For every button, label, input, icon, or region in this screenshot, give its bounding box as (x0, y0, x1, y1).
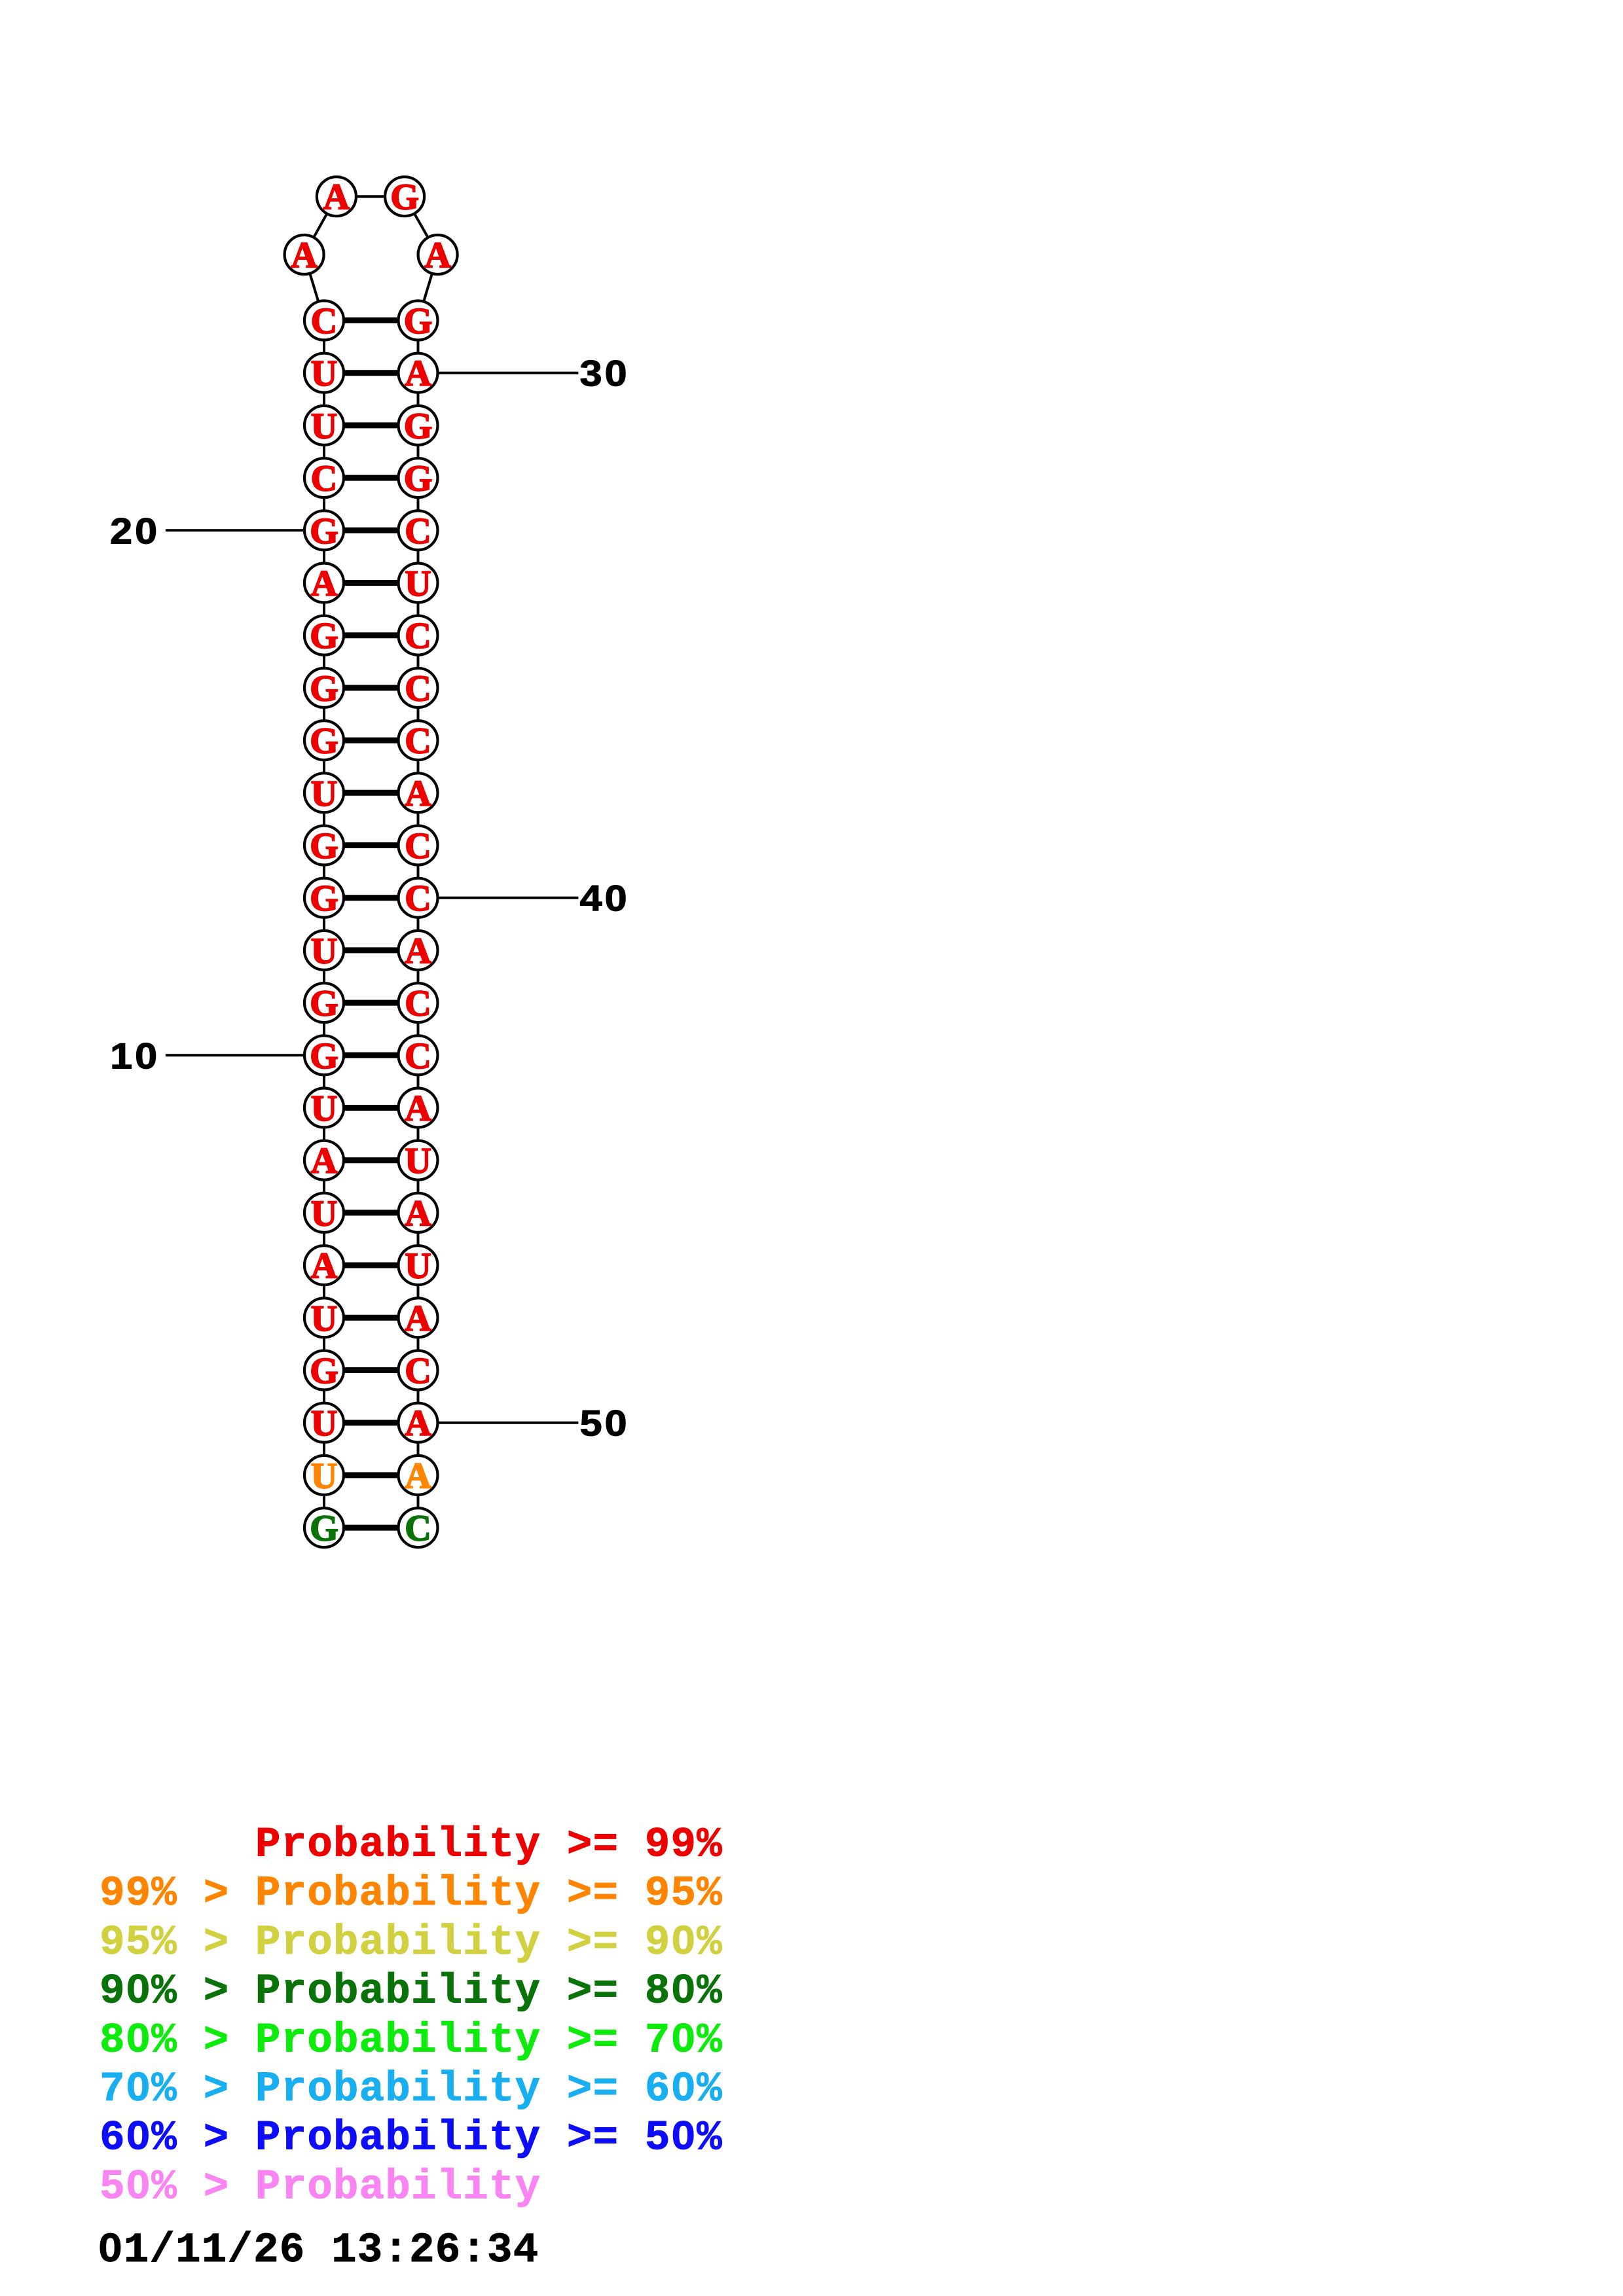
svg-text:50: 50 (580, 1403, 630, 1444)
svg-text:A: A (311, 1141, 338, 1181)
svg-text:U: U (311, 1193, 337, 1234)
svg-text:G: G (310, 668, 338, 709)
svg-text:C: C (311, 301, 337, 342)
svg-text:G: G (310, 1351, 338, 1391)
svg-text:60% > Probability >= 50%: 60% > Probability >= 50% (100, 2115, 723, 2162)
svg-text:40: 40 (580, 878, 630, 919)
svg-text:A: A (405, 1456, 431, 1496)
svg-text:U: U (405, 564, 431, 604)
svg-text:U: U (405, 1141, 431, 1181)
svg-text:U: U (311, 774, 337, 814)
svg-text:U: U (311, 1088, 337, 1129)
svg-text:G: G (404, 301, 433, 342)
svg-text:A: A (405, 931, 431, 971)
svg-text:G: G (310, 1036, 338, 1077)
svg-text:99% > Probability >= 95%: 99% > Probability >= 95% (100, 1871, 723, 1918)
svg-text:10: 10 (110, 1036, 160, 1077)
svg-text:95% > Probability >= 90%: 95% > Probability >= 90% (100, 1920, 723, 1967)
svg-text:U: U (311, 1299, 337, 1339)
svg-text:U: U (311, 406, 337, 446)
svg-text:01/11/26 13:26:34: 01/11/26 13:26:34 (98, 2227, 539, 2274)
svg-text:70% > Probability >= 60%: 70% > Probability >= 60% (100, 2066, 723, 2113)
svg-text:G: G (310, 826, 338, 867)
svg-text:U: U (311, 1403, 337, 1444)
svg-text:G: G (310, 878, 338, 919)
svg-text:G: G (310, 1509, 338, 1549)
svg-text:A: A (311, 1246, 338, 1287)
svg-text:C: C (405, 511, 431, 552)
svg-text:C: C (405, 1351, 431, 1391)
svg-text:G: G (310, 511, 338, 552)
svg-text:C: C (405, 984, 431, 1024)
svg-text:G: G (404, 406, 433, 446)
svg-text:50% > Probability: 50% > Probability (100, 2164, 541, 2211)
svg-text:20: 20 (110, 511, 160, 552)
svg-text:G: G (390, 177, 419, 218)
svg-text:G: G (310, 721, 338, 762)
svg-text:U: U (405, 1246, 431, 1287)
svg-text:C: C (405, 616, 431, 656)
svg-text:C: C (405, 826, 431, 867)
svg-text:80% > Probability >= 70%: 80% > Probability >= 70% (100, 2017, 723, 2064)
svg-text:A: A (323, 177, 350, 218)
svg-text:C: C (405, 1509, 431, 1549)
svg-text:U: U (311, 931, 337, 971)
svg-text:C: C (405, 721, 431, 762)
svg-text:A: A (405, 1403, 431, 1444)
svg-text:G: G (310, 616, 338, 656)
svg-text:C: C (405, 668, 431, 709)
svg-text:C: C (405, 1036, 431, 1077)
svg-text:A: A (405, 774, 431, 814)
svg-text:A: A (291, 236, 318, 276)
svg-text:A: A (405, 1088, 431, 1129)
svg-text:G: G (404, 459, 433, 499)
svg-text:U: U (311, 353, 337, 394)
svg-text:C: C (405, 878, 431, 919)
svg-text:A: A (311, 564, 338, 604)
svg-text:90% > Probability >= 80%: 90% > Probability >= 80% (100, 1969, 723, 2016)
svg-text:30: 30 (580, 353, 630, 394)
svg-text:C: C (311, 459, 337, 499)
svg-text:A: A (405, 353, 431, 394)
svg-text:A: A (424, 236, 451, 276)
svg-text:U: U (311, 1456, 337, 1496)
svg-text:G: G (310, 984, 338, 1024)
svg-text:A: A (405, 1299, 431, 1339)
svg-text:A: A (405, 1193, 431, 1234)
svg-text:Probability >= 99%: Probability >= 99% (100, 1822, 723, 1869)
